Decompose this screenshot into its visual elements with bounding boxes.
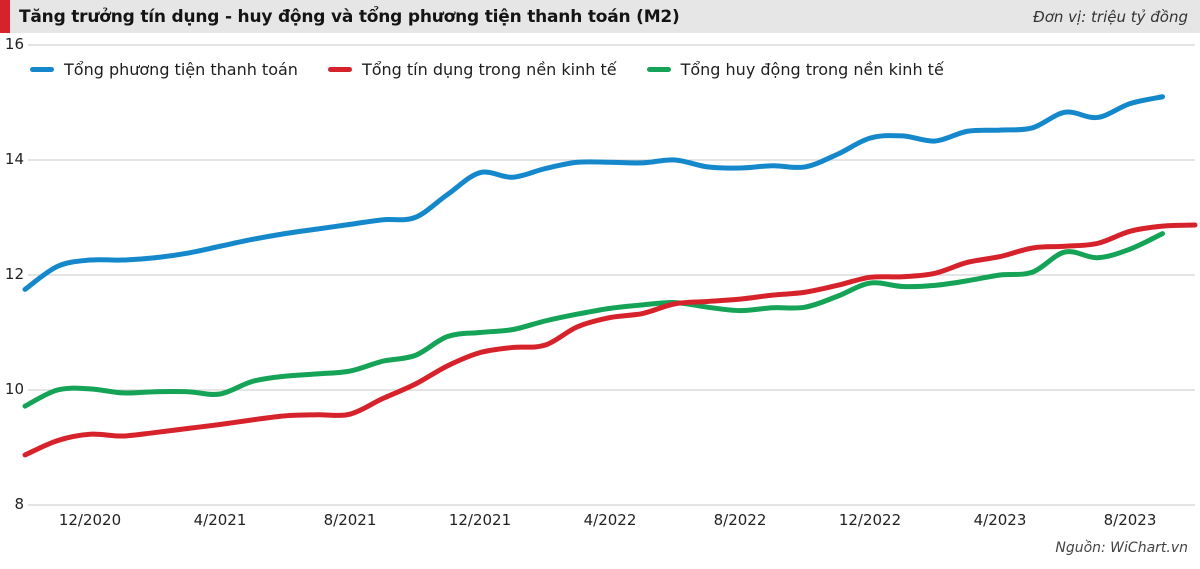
- source-credit: Nguồn: WiChart.vn: [1055, 540, 1188, 556]
- x-axis-label: 4/2022: [583, 511, 637, 529]
- x-axis-label: 8/2023: [1103, 511, 1157, 529]
- legend-item-deposits: Tổng huy động trong nền kinh tế: [646, 60, 944, 79]
- y-axis-label: 14: [4, 150, 24, 168]
- line-credit: [22, 222, 1198, 458]
- x-axis-label: 12/2021: [448, 511, 512, 529]
- line-deposits: [22, 231, 1165, 409]
- x-axis-label: 8/2022: [713, 511, 767, 529]
- x-axis-label: 4/2021: [193, 511, 247, 529]
- title-accent-bar: [0, 0, 10, 33]
- title-bar: Tăng trưởng tín dụng - huy động và tổng …: [0, 0, 1200, 33]
- line-m2: [22, 94, 1165, 292]
- legend-dash-green-icon: [646, 67, 671, 72]
- x-axis-label: 12/2022: [838, 511, 902, 529]
- legend-dash-red-icon: [327, 67, 352, 72]
- legend-item-credit: Tổng tín dụng trong nền kinh tế: [327, 60, 617, 79]
- x-axis-label: 8/2021: [323, 511, 377, 529]
- legend-item-m2: Tổng phương tiện thanh toán: [30, 60, 298, 79]
- legend: Tổng phương tiện thanh toán Tổng tín dụn…: [30, 60, 944, 79]
- y-axis-label: 8: [14, 495, 24, 513]
- y-axis-label: 12: [4, 265, 24, 283]
- legend-label-m2: Tổng phương tiện thanh toán: [64, 60, 298, 79]
- legend-label-deposits: Tổng huy động trong nền kinh tế: [680, 60, 944, 79]
- legend-label-credit: Tổng tín dụng trong nền kinh tế: [361, 60, 617, 79]
- x-axis-label: 4/2023: [973, 511, 1027, 529]
- x-axis-label: 12/2020: [58, 511, 122, 529]
- chart-title: Tăng trưởng tín dụng - huy động và tổng …: [19, 6, 680, 27]
- y-axis-label: 16: [4, 35, 24, 53]
- legend-dash-blue-icon: [30, 67, 54, 72]
- unit-label: Đơn vị: triệu tỷ đồng: [1033, 7, 1188, 26]
- y-axis-label: 10: [4, 380, 24, 398]
